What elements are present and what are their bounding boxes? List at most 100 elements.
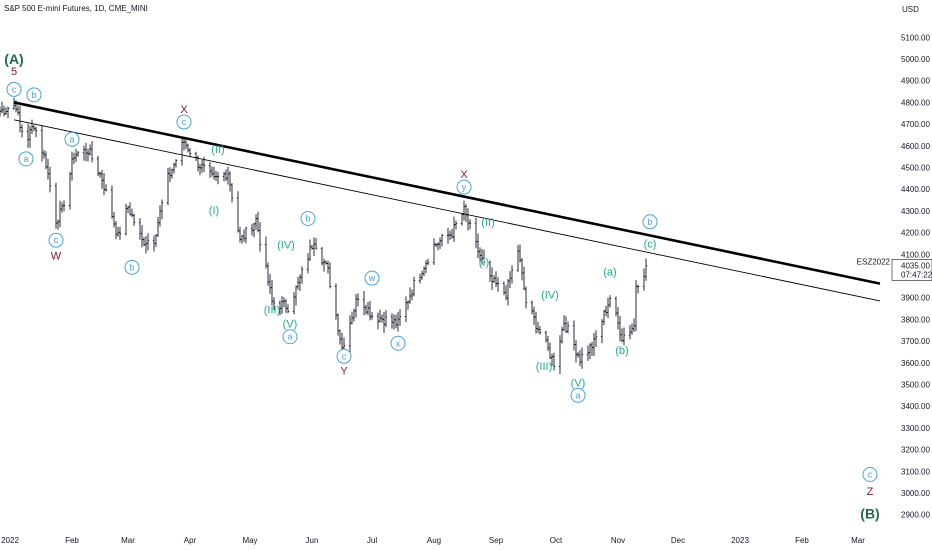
x-tick-label: 2022 xyxy=(1,536,19,545)
x-tick-label: 2023 xyxy=(731,536,749,545)
x-tick-label: Jul xyxy=(367,536,377,545)
wave-label: c xyxy=(342,351,347,361)
wave-label: (II) xyxy=(211,144,224,156)
price-tag-countdown: 07:47:22 xyxy=(901,270,932,279)
wave-label: Z xyxy=(867,486,874,498)
currency-label: USD xyxy=(902,5,919,14)
y-tick-label: 4800.00 xyxy=(901,98,930,107)
wave-label: W xyxy=(51,250,62,262)
x-tick-label: Feb xyxy=(795,536,809,545)
x-tick-label: Aug xyxy=(427,536,441,545)
y-tick-label: 3300.00 xyxy=(901,424,930,433)
wave-label: w xyxy=(368,273,376,283)
x-tick-label: Mar xyxy=(121,536,135,545)
wave-circle xyxy=(390,335,406,351)
y-tick-label: 5100.00 xyxy=(901,33,930,42)
x-tick-label: Jun xyxy=(306,536,319,545)
trendline-thick[interactable] xyxy=(13,101,881,285)
y-tick-label: 2900.00 xyxy=(901,511,930,520)
price-tag-symbol: ESZ2022 xyxy=(857,257,891,266)
wave-circle xyxy=(456,179,472,195)
y-tick-label: 3900.00 xyxy=(901,294,930,303)
x-tick-label: Sep xyxy=(489,536,504,545)
wave-label: (B) xyxy=(860,506,879,522)
wave-label: (a) xyxy=(603,267,616,279)
wave-circle xyxy=(6,81,22,97)
wave-label: (c) xyxy=(644,238,657,250)
wave-label: (I) xyxy=(209,205,219,217)
wave-label: X xyxy=(460,169,468,181)
wave-label: (IV) xyxy=(277,240,295,252)
wave-label: (IV) xyxy=(541,289,559,301)
wave-label: (II) xyxy=(481,217,494,229)
wave-label: (b) xyxy=(615,345,628,357)
x-tick-label: Apr xyxy=(184,536,197,545)
wave-label: x xyxy=(396,338,401,348)
wave-label: (III) xyxy=(536,361,553,373)
wave-circle xyxy=(364,270,380,286)
y-tick-label: 4600.00 xyxy=(901,142,930,151)
x-tick-label: Mar xyxy=(851,536,865,545)
time-axis-panel[interactable] xyxy=(0,532,932,550)
wave-label: c xyxy=(54,235,59,245)
x-tick-label: Feb xyxy=(65,536,79,545)
x-tick-label: Oct xyxy=(550,536,563,545)
wave-label: X xyxy=(180,104,188,116)
y-tick-label: 3800.00 xyxy=(901,315,930,324)
y-tick-label: 3400.00 xyxy=(901,402,930,411)
wave-label: (I) xyxy=(479,257,489,269)
y-tick-label: 4300.00 xyxy=(901,207,930,216)
wave-circle xyxy=(176,114,192,130)
wave-label: a xyxy=(23,154,28,164)
y-tick-label: 5000.00 xyxy=(901,55,930,64)
y-tick-label: 4100.00 xyxy=(901,250,930,259)
wave-label: y xyxy=(462,182,467,192)
wave-circle xyxy=(18,151,34,167)
wave-circle xyxy=(300,211,316,227)
wave-circle xyxy=(862,467,878,483)
wave-circle xyxy=(642,214,658,230)
wave-circle xyxy=(64,131,80,147)
wave-label: (A) xyxy=(4,51,23,67)
wave-label: a xyxy=(575,390,580,400)
wave-label: Y xyxy=(340,365,348,377)
y-tick-label: 4900.00 xyxy=(901,77,930,86)
wave-label: (V) xyxy=(571,377,586,389)
y-tick-label: 4400.00 xyxy=(901,185,930,194)
y-tick-label: 3200.00 xyxy=(901,446,930,455)
wave-label: c xyxy=(12,84,17,94)
price-tag-value: 4035.00 xyxy=(901,261,930,270)
x-tick-label: Nov xyxy=(611,536,625,545)
wave-label: 5 xyxy=(11,66,17,78)
price-tag-box xyxy=(891,259,932,281)
wave-label: (III) xyxy=(264,305,281,317)
wave-label: (V) xyxy=(283,319,298,331)
x-tick-label: May xyxy=(242,536,257,545)
wave-circle xyxy=(48,232,64,248)
wave-label: b xyxy=(647,217,652,227)
chart-title: S&P 500 E-mini Futures, 1D, CME_MINI xyxy=(4,4,148,13)
wave-circle xyxy=(570,387,586,403)
wave-label: c xyxy=(868,470,873,480)
y-tick-label: 3500.00 xyxy=(901,380,930,389)
y-tick-label: 3100.00 xyxy=(901,467,930,476)
wave-circle xyxy=(26,87,42,103)
wave-label: b xyxy=(31,90,36,100)
wave-label: a xyxy=(287,332,292,342)
y-tick-label: 3700.00 xyxy=(901,337,930,346)
wave-label: b xyxy=(305,214,310,224)
wave-label: c xyxy=(182,117,187,127)
wave-label: b xyxy=(129,262,134,272)
y-tick-label: 3600.00 xyxy=(901,359,930,368)
trendline-thin[interactable] xyxy=(13,119,881,302)
wave-circle xyxy=(282,329,298,345)
y-tick-label: 4200.00 xyxy=(901,229,930,238)
y-tick-label: 4700.00 xyxy=(901,120,930,129)
y-tick-label: 4500.00 xyxy=(901,164,930,173)
y-tick-label: 3000.00 xyxy=(901,489,930,498)
wave-label: a xyxy=(69,134,74,144)
wave-circle xyxy=(124,259,140,275)
x-tick-label: Dec xyxy=(671,536,685,545)
